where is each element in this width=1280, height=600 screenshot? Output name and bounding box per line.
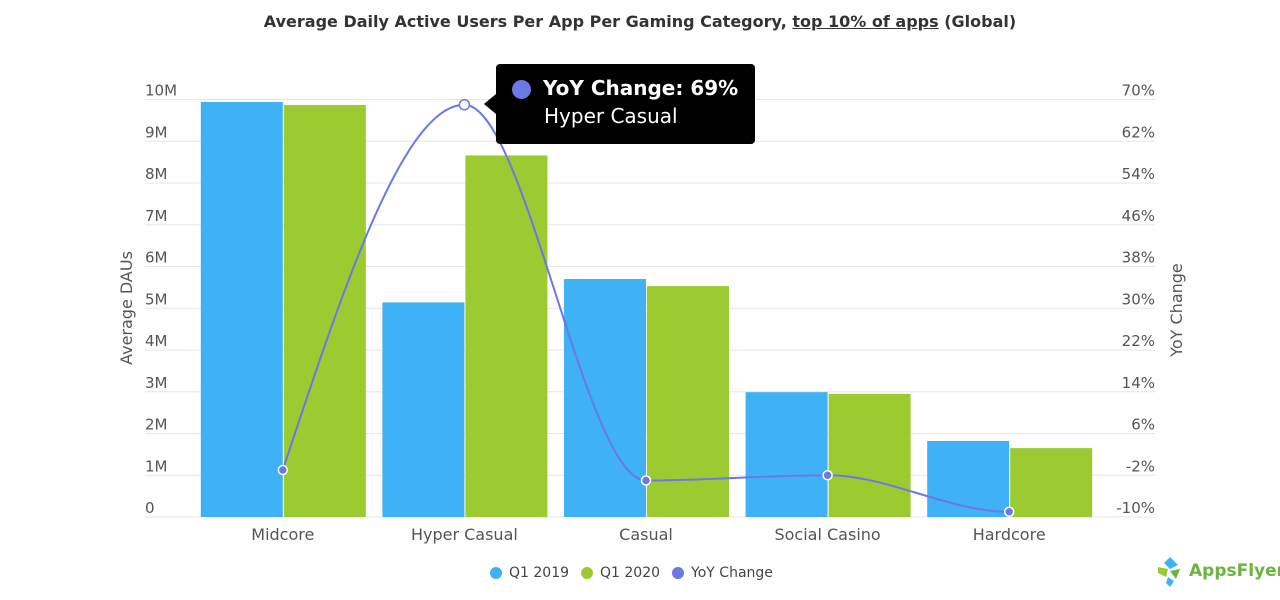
y-right-tick-label: 30%	[1122, 290, 1155, 308]
y-tick-label: 2M	[145, 416, 168, 434]
y-right-tick-label: 22%	[1122, 332, 1155, 350]
plot-area: 0 -10% 1M -2% 2M 6% 3M 14% 4M 22% 5M 30% 6M 38% 7M 46% 8…	[117, 82, 1186, 545]
legend-marker	[490, 567, 502, 579]
y-tick-label: 5M	[145, 290, 168, 308]
appsflyer-logo: AppsFlyer	[1156, 555, 1280, 587]
x-tick-label: Midcore	[251, 525, 314, 544]
x-tick-label: Casual	[619, 525, 673, 544]
title-suffix: (Global)	[938, 12, 1017, 31]
y-tick-label: 6M	[145, 249, 168, 267]
bar-q1-2019	[200, 102, 283, 517]
yoy-point	[458, 98, 471, 111]
yoy-point	[277, 464, 289, 476]
y-right-tick-label: 38%	[1122, 249, 1155, 267]
y-axis-title: Average DAUs	[117, 251, 136, 365]
legend-marker	[581, 567, 594, 579]
legend: Q1 2019 Q1 2020 YoY Change	[490, 565, 777, 581]
y-tick-label: 10M	[145, 82, 177, 100]
y-right-tick-label: 54%	[1122, 165, 1155, 183]
y-tick-label: 4M	[145, 332, 168, 350]
legend-item-q1-2019[interactable]: Q1 2019	[490, 565, 569, 581]
bar-q1-2020	[465, 155, 548, 517]
y-tick-label: 9M	[145, 123, 168, 141]
legend-item-yoy-change[interactable]: YoY Change	[672, 565, 773, 581]
y-right-tick-label: -10%	[1116, 499, 1155, 517]
legend-marker	[672, 567, 685, 579]
bar-q1-2019	[382, 302, 465, 517]
bar-q1-2019	[564, 279, 646, 517]
x-tick-label: Hyper Casual	[411, 525, 518, 544]
yoy-line	[281, 103, 1010, 513]
y-right-tick-label: -2%	[1126, 457, 1155, 475]
y-right-tick-label: 6%	[1131, 416, 1155, 434]
yoy-point	[1003, 506, 1015, 518]
y-right-tick-label: 62%	[1122, 123, 1155, 141]
legend-item-q1-2020[interactable]: Q1 2020	[581, 565, 660, 581]
tooltip-value: YoY Change: 69%	[543, 76, 739, 100]
y-tick-label: 1M	[145, 457, 168, 475]
yoy-point	[822, 470, 833, 481]
title-link[interactable]: top 10% of apps	[792, 12, 939, 31]
y-tick-label: 8M	[145, 165, 168, 183]
y-tick-label: 0	[145, 499, 155, 517]
x-tick-label: Hardcore	[973, 525, 1046, 544]
yoy-point	[640, 475, 652, 486]
tooltip-category: Hyper Casual	[544, 104, 678, 128]
bar-q1-2019	[927, 441, 1010, 517]
legend-label: YoY Change	[691, 565, 773, 581]
y-right-tick-label: 46%	[1122, 207, 1155, 225]
y-right-axis-title: YoY Change	[1167, 263, 1186, 358]
legend-label: Q1 2019	[509, 565, 570, 581]
y-tick-label: 7M	[145, 207, 168, 225]
tooltip-series-dot	[512, 80, 531, 99]
logo-text: AppsFlyer	[1189, 561, 1280, 581]
bar-q1-2020	[828, 393, 911, 517]
y-right-tick-label: 70%	[1122, 82, 1155, 100]
bar-q1-2020	[283, 104, 366, 518]
y-right-tick-label: 14%	[1122, 374, 1155, 392]
title-text: Average Daily Active Users Per App Per G…	[263, 12, 793, 31]
bar-q1-2020	[647, 286, 729, 517]
legend-label: Q1 2020	[600, 565, 661, 581]
x-tick-label: Social Casino	[774, 525, 880, 544]
y-tick-label: 3M	[145, 374, 168, 392]
tooltip: YoY Change: 69% Hyper Casual	[484, 64, 755, 144]
chart-title: Average Daily Active Users Per App Per G…	[0, 12, 1280, 31]
bar-q1-2020	[1010, 448, 1093, 517]
appsflyer-logo-icon	[1158, 557, 1180, 587]
bar-q1-2019	[745, 392, 828, 517]
